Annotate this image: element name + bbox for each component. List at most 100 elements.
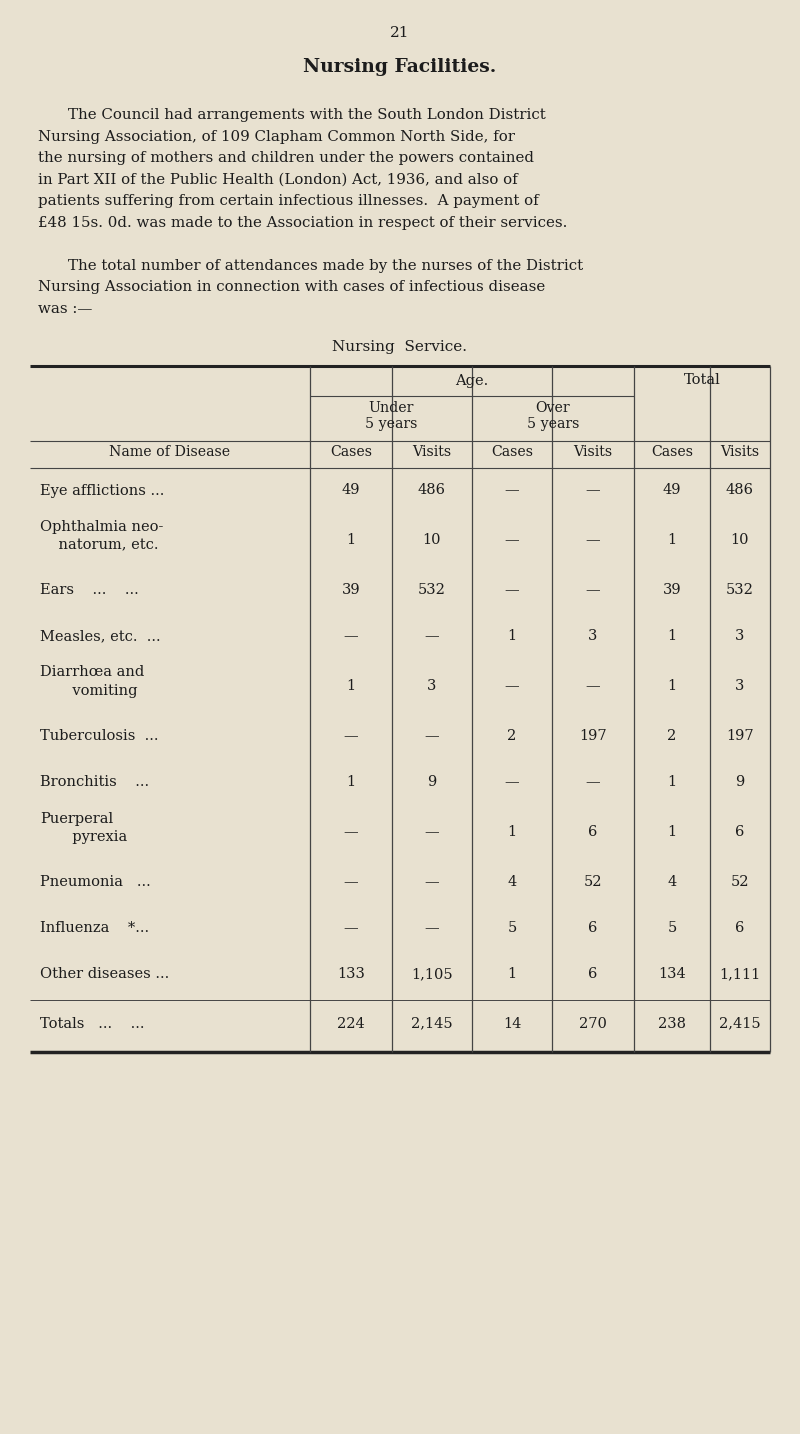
Text: Puerperal: Puerperal: [40, 812, 113, 826]
Text: 2,145: 2,145: [411, 1017, 453, 1031]
Text: 39: 39: [662, 584, 682, 598]
Text: 270: 270: [579, 1017, 607, 1031]
Text: 1: 1: [346, 776, 355, 790]
Text: Nursing  Service.: Nursing Service.: [333, 340, 467, 354]
Text: Under
5 years: Under 5 years: [365, 400, 417, 430]
Text: 4: 4: [507, 876, 517, 889]
Text: 6: 6: [735, 922, 745, 935]
Text: £48 15s. 0d. was made to the Association in respect of their services.: £48 15s. 0d. was made to the Association…: [38, 215, 567, 229]
Text: 532: 532: [418, 584, 446, 598]
Text: 238: 238: [658, 1017, 686, 1031]
Text: 10: 10: [422, 533, 442, 548]
Text: Cases: Cases: [330, 446, 372, 459]
Text: —: —: [344, 922, 358, 935]
Text: 4: 4: [667, 876, 677, 889]
Text: 197: 197: [579, 730, 607, 743]
Text: was :—: was :—: [38, 303, 92, 315]
Text: 1: 1: [667, 680, 677, 694]
Text: 6: 6: [588, 826, 598, 839]
Text: 1,111: 1,111: [719, 968, 761, 981]
Text: Over
5 years: Over 5 years: [527, 400, 579, 430]
Text: Visits: Visits: [413, 446, 451, 459]
Text: Measles, etc.  ...: Measles, etc. ...: [40, 630, 161, 644]
Text: 14: 14: [503, 1017, 521, 1031]
Text: vomiting: vomiting: [40, 684, 138, 698]
Text: 3: 3: [427, 680, 437, 694]
Text: Influenza    *...: Influenza *...: [40, 922, 149, 935]
Text: —: —: [505, 584, 519, 598]
Text: 133: 133: [337, 968, 365, 981]
Text: —: —: [425, 876, 439, 889]
Text: 52: 52: [730, 876, 750, 889]
Text: 224: 224: [337, 1017, 365, 1031]
Text: —: —: [425, 730, 439, 743]
Text: Visits: Visits: [721, 446, 759, 459]
Text: —: —: [586, 483, 600, 498]
Text: 1,105: 1,105: [411, 968, 453, 981]
Text: 49: 49: [342, 483, 360, 498]
Text: 1: 1: [667, 630, 677, 644]
Text: 486: 486: [418, 483, 446, 498]
Text: 1: 1: [667, 826, 677, 839]
Text: Bronchitis    ...: Bronchitis ...: [40, 776, 149, 790]
Text: Other diseases ...: Other diseases ...: [40, 968, 170, 981]
Text: 6: 6: [588, 922, 598, 935]
Text: 6: 6: [588, 968, 598, 981]
Text: 2: 2: [507, 730, 517, 743]
Text: Diarrhœa and: Diarrhœa and: [40, 665, 144, 680]
Text: The Council had arrangements with the South London District: The Council had arrangements with the So…: [68, 108, 546, 122]
Text: 2: 2: [667, 730, 677, 743]
Text: Ears    ...    ...: Ears ... ...: [40, 584, 138, 598]
Text: —: —: [505, 533, 519, 548]
Text: Nursing Association in connection with cases of infectious disease: Nursing Association in connection with c…: [38, 281, 546, 294]
Text: 49: 49: [662, 483, 682, 498]
Text: the nursing of mothers and children under the powers contained: the nursing of mothers and children unde…: [38, 151, 534, 165]
Text: 21: 21: [390, 26, 410, 40]
Text: —: —: [586, 680, 600, 694]
Text: —: —: [586, 584, 600, 598]
Text: —: —: [344, 630, 358, 644]
Text: 52: 52: [584, 876, 602, 889]
Text: —: —: [586, 533, 600, 548]
Text: Ophthalmia neo-: Ophthalmia neo-: [40, 519, 163, 533]
Text: 486: 486: [726, 483, 754, 498]
Text: —: —: [344, 730, 358, 743]
Text: —: —: [505, 483, 519, 498]
Text: —: —: [505, 680, 519, 694]
Text: —: —: [505, 776, 519, 790]
Text: 134: 134: [658, 968, 686, 981]
Text: 3: 3: [588, 630, 598, 644]
Text: patients suffering from certain infectious illnesses.  A payment of: patients suffering from certain infectio…: [38, 194, 538, 208]
Text: Name of Disease: Name of Disease: [110, 446, 230, 459]
Text: 1: 1: [507, 968, 517, 981]
Text: 3: 3: [735, 680, 745, 694]
Text: —: —: [425, 922, 439, 935]
Text: Cases: Cases: [651, 446, 693, 459]
Text: 3: 3: [735, 630, 745, 644]
Text: 9: 9: [735, 776, 745, 790]
Text: Total: Total: [684, 373, 720, 387]
Text: 1: 1: [507, 826, 517, 839]
Text: Eye afflictions ...: Eye afflictions ...: [40, 483, 164, 498]
Text: 1: 1: [667, 533, 677, 548]
Text: —: —: [344, 876, 358, 889]
Text: in Part XII of the Public Health (London) Act, 1936, and also of: in Part XII of the Public Health (London…: [38, 172, 518, 186]
Text: 1: 1: [346, 533, 355, 548]
Text: 1: 1: [507, 630, 517, 644]
Text: 6: 6: [735, 826, 745, 839]
Text: Tuberculosis  ...: Tuberculosis ...: [40, 730, 158, 743]
Text: 197: 197: [726, 730, 754, 743]
Text: 39: 39: [342, 584, 360, 598]
Text: 1: 1: [667, 776, 677, 790]
Text: Visits: Visits: [574, 446, 613, 459]
Text: The total number of attendances made by the nurses of the District: The total number of attendances made by …: [68, 260, 583, 272]
Text: pyrexia: pyrexia: [40, 830, 127, 845]
Text: Nursing Facilities.: Nursing Facilities.: [303, 57, 497, 76]
Text: 5: 5: [667, 922, 677, 935]
Text: —: —: [586, 776, 600, 790]
Text: —: —: [425, 630, 439, 644]
Text: 10: 10: [730, 533, 750, 548]
Text: —: —: [344, 826, 358, 839]
Text: 1: 1: [346, 680, 355, 694]
Text: Totals   ...    ...: Totals ... ...: [40, 1017, 145, 1031]
